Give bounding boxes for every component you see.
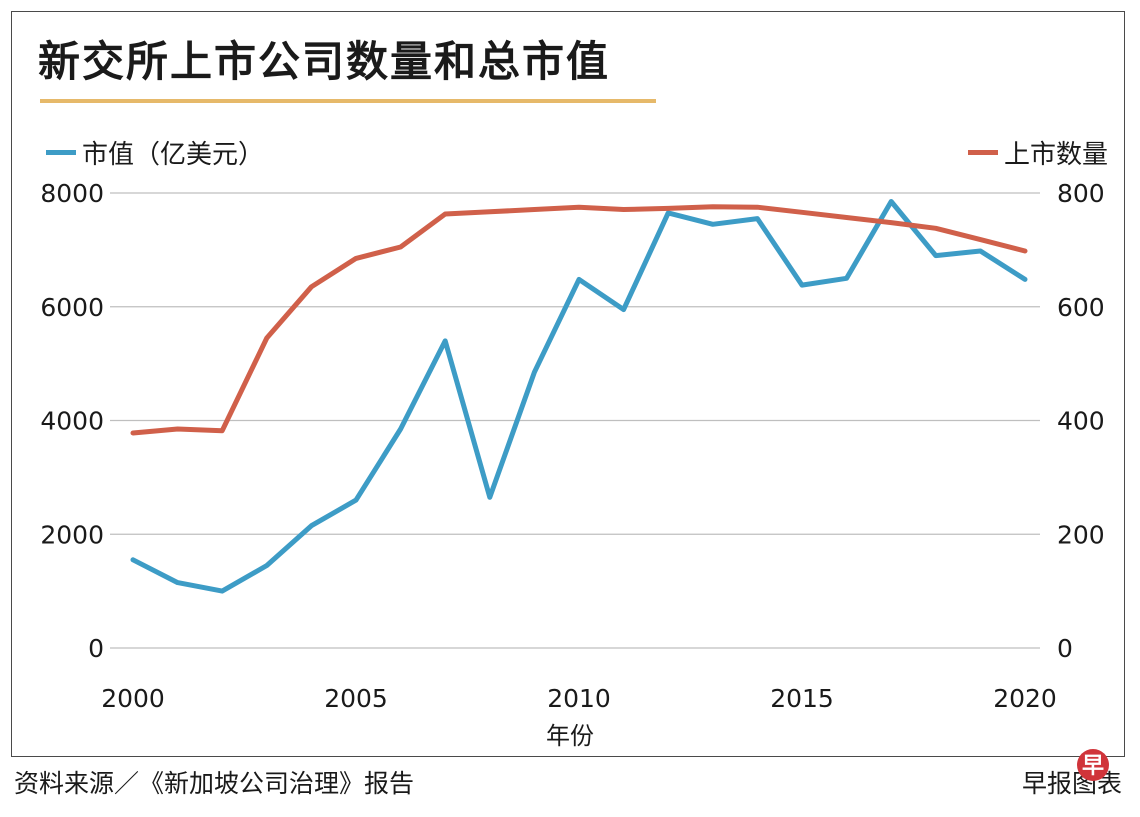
x-axis-ticks: 2000 2005 2010 2015 2020	[101, 684, 1057, 713]
legend-label-market-cap: 市值（亿美元）	[82, 140, 265, 170]
x-tick-label: 2020	[993, 684, 1057, 713]
legend-market-cap: 市值（亿美元）	[46, 134, 264, 171]
right-tick-label: 800	[1057, 179, 1105, 208]
right-tick-label: 0	[1057, 634, 1073, 663]
x-tick-label: 2005	[324, 684, 388, 713]
source-note: 资料来源／《新加坡公司治理》报告	[14, 769, 415, 798]
listings-line	[130, 204, 1028, 436]
gridlines	[110, 192, 1040, 649]
x-axis-label: 年份	[546, 722, 594, 750]
legend-label-listings: 上市数量	[1003, 140, 1108, 170]
market-cap-line	[130, 199, 1028, 594]
right-axis-ticks: 0 200 400 600 800	[1057, 179, 1105, 663]
legend-swatch-listings	[967, 150, 998, 155]
chart-title: 新交所上市公司数量和总市值	[38, 37, 611, 86]
left-tick-label: 4000	[40, 407, 104, 436]
logo-glyph: 早	[1082, 754, 1104, 779]
left-tick-label: 2000	[40, 520, 104, 549]
x-tick-label: 2015	[770, 684, 834, 713]
left-tick-label: 0	[88, 634, 104, 663]
series-lines	[130, 199, 1028, 594]
chart-frame	[11, 11, 1125, 757]
right-tick-label: 600	[1057, 293, 1105, 322]
title-underline	[40, 99, 656, 103]
right-tick-label: 200	[1057, 520, 1105, 549]
left-tick-label: 8000	[40, 179, 104, 208]
x-tick-label: 2000	[101, 684, 165, 713]
left-axis-ticks: 0 2000 4000 6000 8000	[40, 179, 104, 663]
zaobao-logo: 早	[1077, 749, 1109, 781]
legend-swatch-market-cap	[46, 150, 76, 155]
x-tick-label: 2010	[547, 684, 611, 713]
right-tick-label: 400	[1057, 407, 1105, 436]
legend-listings: 上市数量	[967, 134, 1108, 171]
left-tick-label: 6000	[40, 293, 104, 322]
